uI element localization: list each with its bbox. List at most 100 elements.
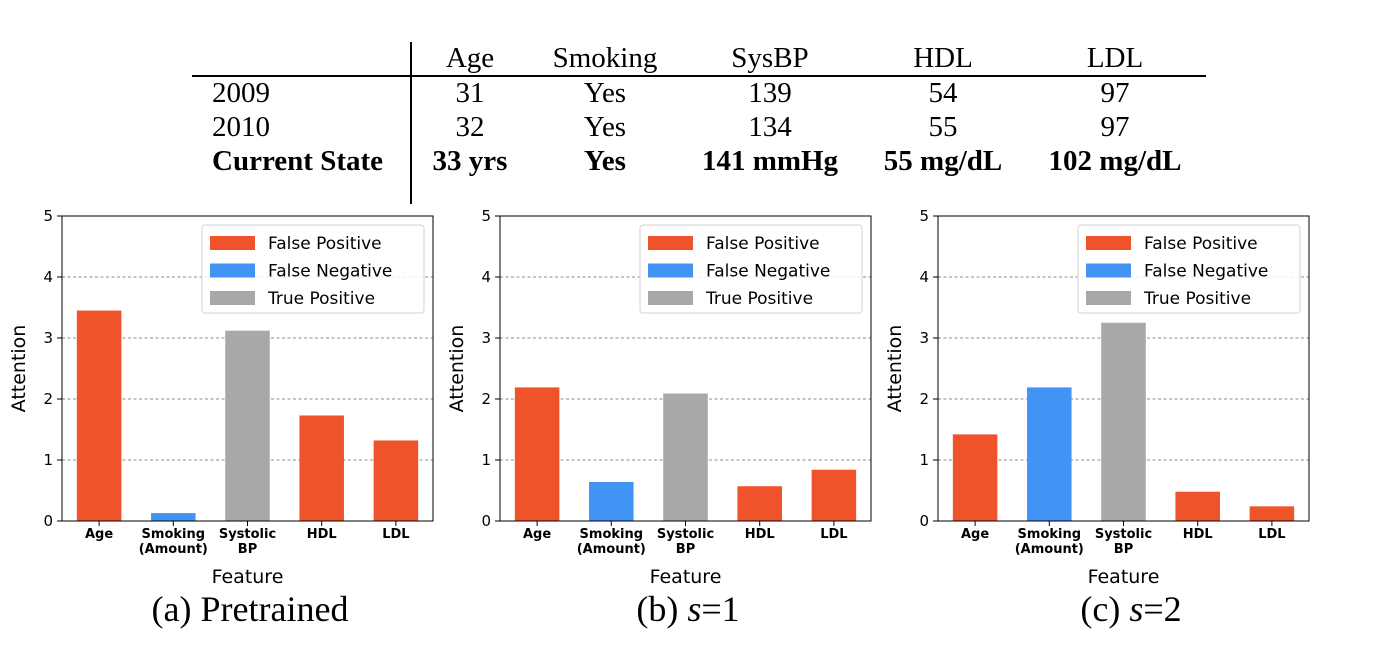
bar — [663, 393, 708, 521]
table-header-age: Age — [445, 42, 495, 74]
legend-box — [1077, 224, 1301, 314]
bar — [1027, 387, 1072, 521]
legend-swatch — [1086, 236, 1131, 250]
table-row-label: 2010 — [212, 111, 270, 143]
caption-b-var: s — [687, 589, 702, 629]
legend-swatch — [1086, 263, 1131, 278]
bar — [1101, 322, 1146, 521]
y-tick-label: 1 — [43, 451, 53, 469]
x-tick-label: HDL — [1183, 527, 1213, 542]
y-axis-label: Attention — [446, 325, 468, 413]
bar — [811, 469, 857, 521]
legend-entry: True Positive — [267, 289, 375, 309]
legend-entry: True Positive — [705, 289, 813, 309]
y-tick-label: 0 — [481, 512, 491, 530]
bar — [737, 486, 782, 521]
legend: False Positive False Negative True Positiv… — [639, 224, 863, 314]
bar — [1175, 491, 1220, 521]
caption-b: (b) s=1 — [636, 589, 740, 630]
legend-box — [639, 224, 863, 314]
bar — [373, 440, 419, 521]
table-header-hdl: HDL — [913, 42, 973, 74]
table-cell: Yes — [584, 145, 626, 177]
x-tick-label: LDL — [382, 527, 409, 542]
bar — [952, 434, 998, 521]
y-tick-label: 5 — [919, 207, 929, 225]
caption-b-suffix: =1 — [701, 589, 740, 629]
caption-a-prefix: (a) Pretrained — [151, 589, 349, 629]
y-tick-label: 3 — [919, 329, 929, 347]
y-tick-label: 5 — [481, 207, 491, 225]
x-axis-label: Feature — [212, 566, 284, 588]
y-tick-label: 4 — [919, 268, 929, 286]
bar — [225, 330, 270, 521]
table-header-ldl: LDL — [1086, 42, 1144, 74]
y-tick-label: 1 — [919, 451, 929, 469]
table-cell: Yes — [583, 111, 627, 143]
x-tick-label: HDL — [307, 527, 337, 542]
table-cell: 33 yrs — [432, 145, 508, 177]
table-cell: 55 — [928, 111, 958, 143]
legend: False Positive False Negative True Positiv… — [1077, 224, 1301, 314]
x-tick-label: Systolic BP — [657, 527, 714, 557]
legend-swatch — [210, 291, 255, 305]
table-cell: 97 — [1100, 111, 1130, 143]
x-tick-label: Systolic BP — [1095, 527, 1152, 557]
y-tick-label: 4 — [481, 268, 491, 286]
table-cell: 97 — [1100, 77, 1130, 109]
legend-swatch — [648, 263, 693, 278]
x-tick-label: Systolic BP — [219, 527, 276, 557]
axes-frame — [937, 215, 1310, 522]
table-cell: 141 mmHg — [701, 145, 839, 177]
y-axis-label: Attention — [884, 325, 906, 413]
caption-a: (a) Pretrained — [151, 589, 349, 630]
y-tick-label: 2 — [43, 390, 53, 408]
table-cell: 102 mg/dL — [1048, 145, 1182, 177]
x-tick-label: Smoking (Amount) — [1015, 527, 1084, 557]
caption-c-suffix: =2 — [1143, 589, 1182, 629]
bar — [1249, 506, 1295, 521]
legend-entry: True Positive — [1143, 289, 1251, 309]
legend-swatch — [210, 263, 255, 278]
patient-table: Age Smoking SysBP HDL LDL 2009 31 Yes 13… — [0, 0, 1392, 210]
x-tick-label: Smoking (Amount) — [577, 527, 646, 557]
x-tick-label: LDL — [820, 527, 847, 542]
legend-swatch — [648, 236, 693, 250]
y-tick-label: 0 — [919, 512, 929, 530]
chart-panel-1: 0 1 2 3 4 5 Age Smoking (Amount) Systolic BP HDL LDL… — [446, 207, 872, 588]
legend-swatch — [648, 291, 693, 305]
y-tick-label: 4 — [43, 268, 53, 286]
x-tick-label: Age — [85, 527, 113, 542]
legend-entry: False Positive — [706, 234, 820, 254]
legend-swatch — [210, 236, 255, 250]
table-cell: 32 — [455, 111, 485, 143]
legend-entry: False Negative — [706, 262, 830, 282]
table-row-label: Current State — [212, 145, 384, 177]
y-tick-label: 5 — [43, 207, 53, 225]
y-tick-label: 2 — [481, 390, 491, 408]
x-tick-label: LDL — [1258, 527, 1285, 542]
caption-b-prefix: (b) — [636, 589, 688, 629]
legend-entry: False Positive — [268, 234, 382, 254]
legend-swatch — [1086, 291, 1131, 305]
chart-panel-0: 0 1 2 3 4 5 Age Smoking (Amount) Systolic BP HDL LDL… — [8, 207, 434, 588]
legend: False Positive False Negative True Positiv… — [201, 224, 425, 314]
x-tick-label: Age — [523, 527, 551, 542]
x-tick-label: HDL — [745, 527, 775, 542]
axes-frame — [499, 215, 872, 522]
y-tick-label: 1 — [481, 451, 491, 469]
x-axis-label: Feature — [650, 566, 722, 588]
bar — [76, 310, 122, 521]
table-header-rule — [192, 75, 1206, 77]
y-axis-label: Attention — [8, 325, 30, 413]
x-tick-label: Age — [961, 527, 989, 542]
caption-c-prefix: (c) — [1080, 589, 1130, 629]
bar — [151, 513, 196, 521]
table-cell: 139 — [748, 77, 792, 109]
x-axis-label: Feature — [1088, 566, 1160, 588]
table-cell: 55 mg/dL — [883, 145, 1003, 177]
bar — [299, 415, 344, 521]
table-row-label: 2009 — [212, 77, 270, 109]
table-header-sysbp: SysBP — [731, 42, 809, 74]
